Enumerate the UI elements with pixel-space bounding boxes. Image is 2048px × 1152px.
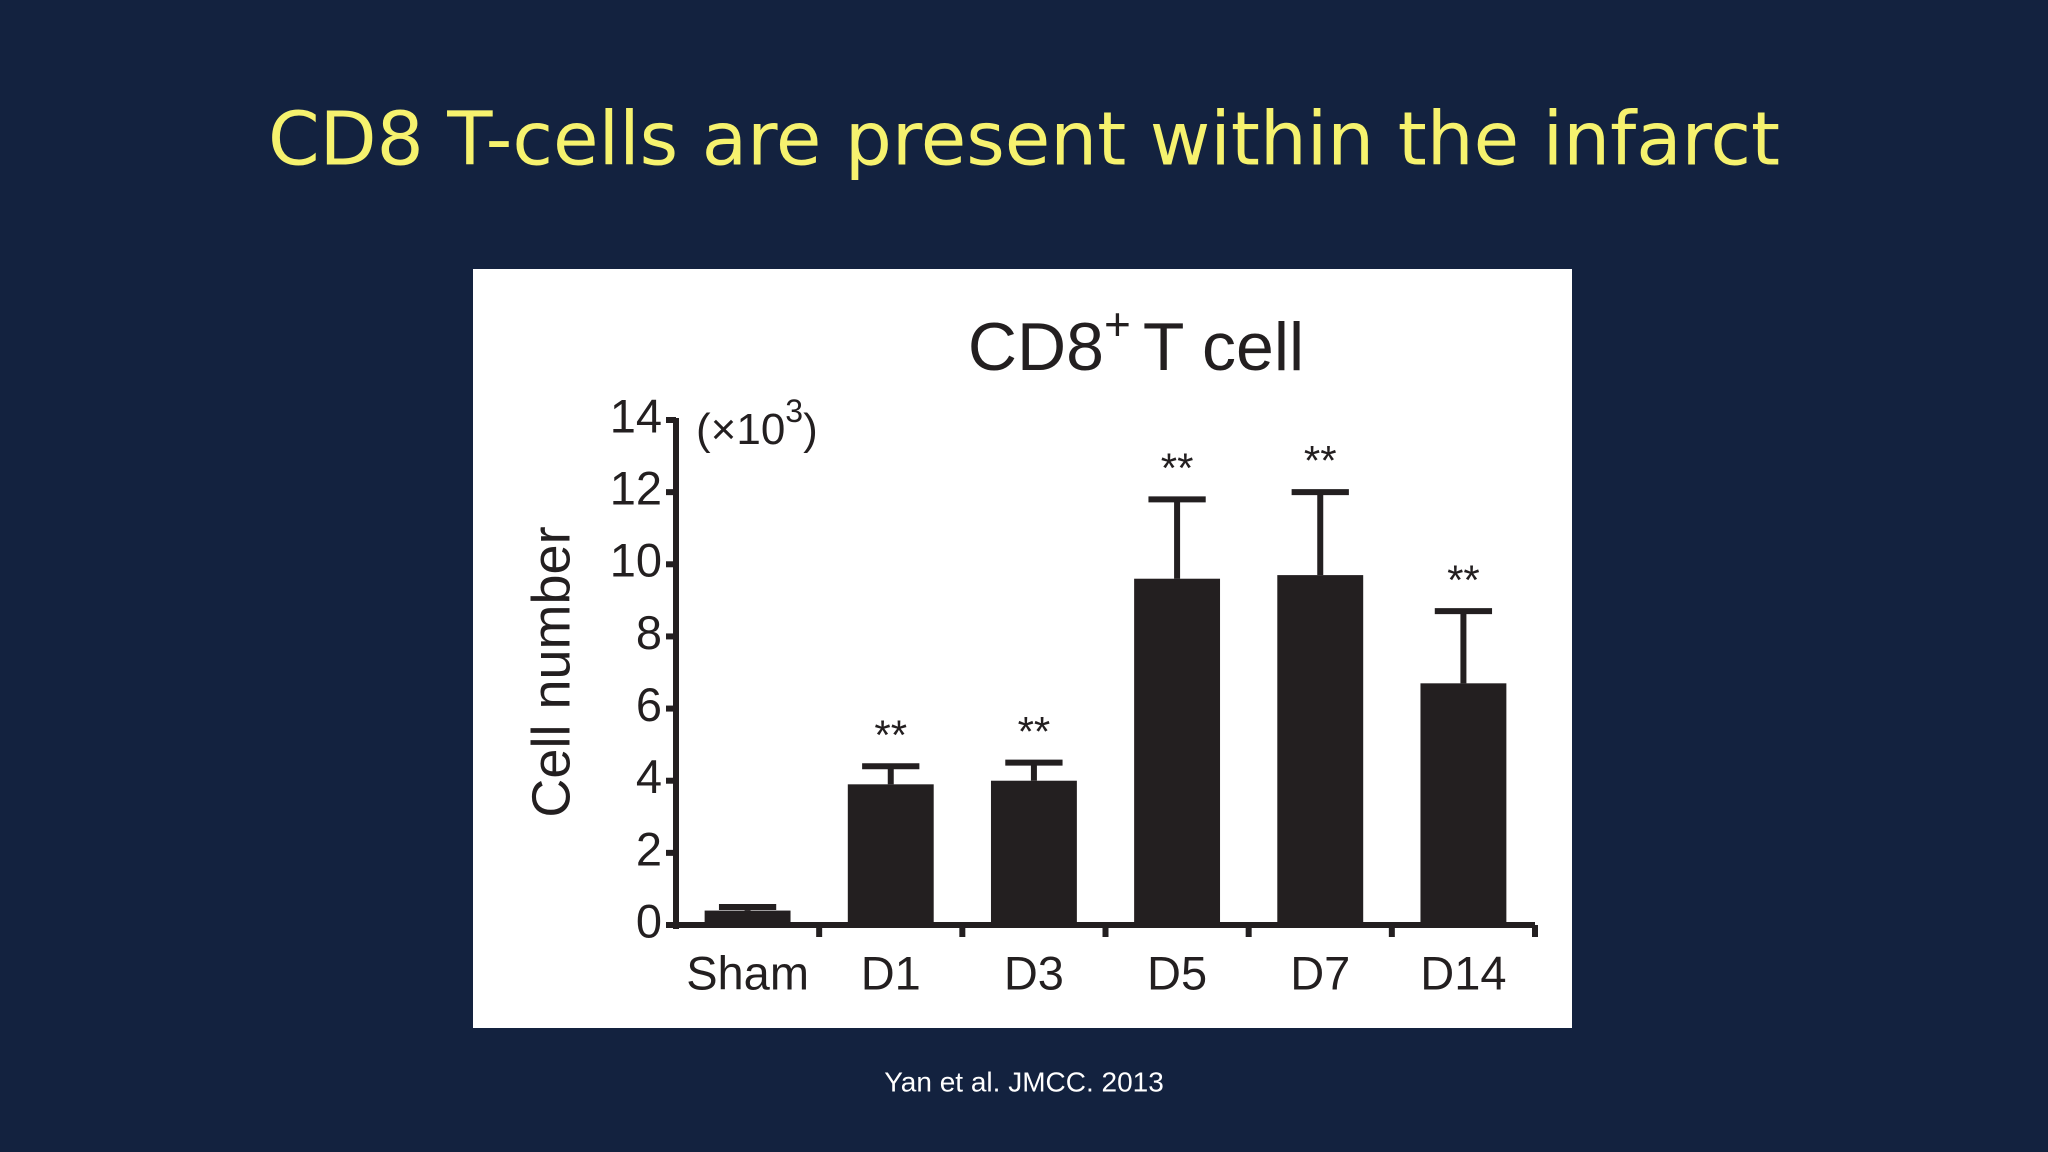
y-unit-base: (×10 xyxy=(696,405,785,454)
significance-label: ** xyxy=(1304,437,1337,484)
bar xyxy=(1420,683,1507,925)
y-tick-label: 2 xyxy=(636,822,662,875)
significance-label: ** xyxy=(1161,444,1194,491)
y-tick-label: 10 xyxy=(610,534,662,587)
bar xyxy=(1134,578,1221,925)
chart-title-sup: + xyxy=(1104,298,1131,350)
x-tick-label: D1 xyxy=(861,946,921,999)
significance-label: ** xyxy=(1018,708,1051,755)
y-tick-label: 8 xyxy=(636,606,662,659)
x-tick-label: D14 xyxy=(1420,946,1506,999)
y-tick-label: 12 xyxy=(610,462,662,515)
x-tick-label: D3 xyxy=(1004,946,1064,999)
chart-title: CD8+ T cell xyxy=(968,298,1304,385)
y-unit-close: ) xyxy=(803,405,818,454)
bar xyxy=(847,784,934,925)
significance-label: ** xyxy=(874,711,907,758)
bar xyxy=(1277,575,1364,925)
chart-title-rest: T cell xyxy=(1143,309,1304,385)
y-unit: (×103) xyxy=(696,393,818,453)
y-tick-label: 14 xyxy=(610,389,662,442)
y-tick-label: 6 xyxy=(636,678,662,731)
y-axis-label: Cell number xyxy=(521,526,581,817)
y-tick-label: 4 xyxy=(636,750,662,803)
x-tick-label: D7 xyxy=(1290,946,1350,999)
y-tick-label: 0 xyxy=(636,894,662,947)
chart-title-main: CD8 xyxy=(968,309,1104,385)
citation: Yan et al. JMCC. 2013 xyxy=(884,1066,1164,1097)
x-tick-label: D5 xyxy=(1147,946,1207,999)
slide-title: CD8 T-cells are present within the infar… xyxy=(268,97,1780,183)
significance-label: ** xyxy=(1447,556,1480,603)
y-unit-exp: 3 xyxy=(785,393,803,429)
bar xyxy=(704,910,791,925)
bar xyxy=(990,780,1077,925)
x-tick-label: Sham xyxy=(686,946,809,999)
